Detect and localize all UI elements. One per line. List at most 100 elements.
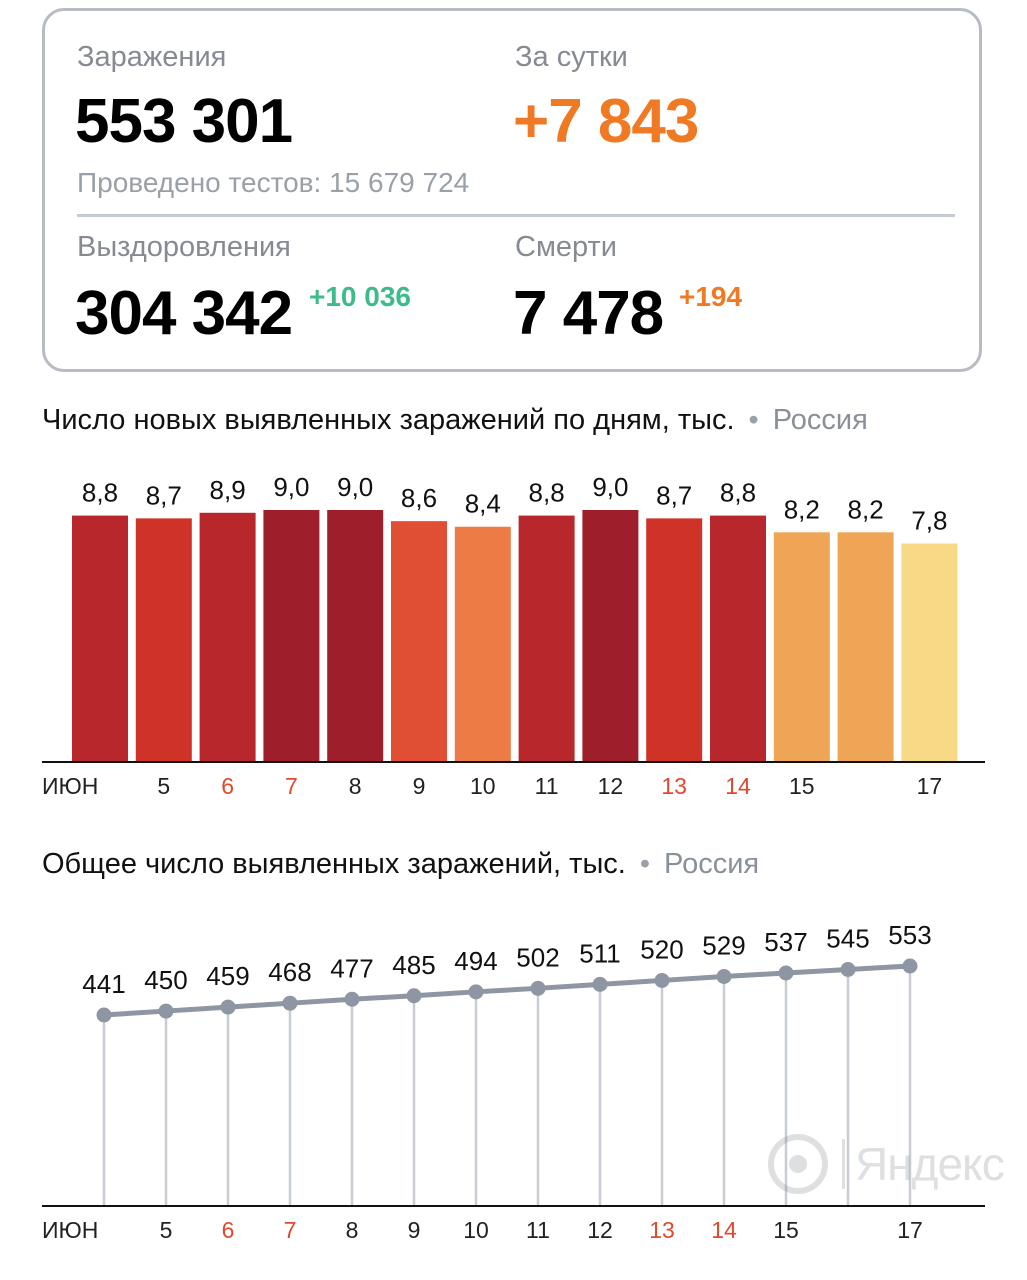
data-point[interactable]	[406, 988, 422, 1004]
data-point[interactable]	[902, 958, 918, 974]
x-tick-label: 12	[598, 773, 624, 799]
bar[interactable]	[901, 543, 958, 761]
bar-value-label: 9,0	[273, 472, 309, 502]
bar[interactable]	[263, 510, 320, 761]
summary-card: Заражения 553 301 За сутки +7 843 Провед…	[42, 8, 982, 372]
x-tick-label: 12	[587, 1217, 613, 1243]
month-tick-label: ИЮН	[42, 1217, 98, 1243]
x-tick-label: 5	[160, 1217, 173, 1243]
point-value-label: 511	[579, 938, 620, 968]
bar-value-label: 9,0	[592, 472, 628, 502]
daily-infections-chart: 8,8 ИЮН 8,7 5 8,9 6 9,0 7 9,0 8 8,6 9 8,4 10 8,8 11 9,0 1…	[42, 472, 985, 799]
bar-value-label: 8,6	[401, 483, 437, 513]
daily-value: +7 843	[513, 87, 699, 156]
infections-label: Заражения	[77, 41, 227, 73]
data-point[interactable]	[592, 976, 608, 992]
data-point[interactable]	[220, 999, 236, 1015]
deaths-value: 7 478	[513, 279, 664, 348]
point-value-label: 529	[702, 931, 745, 961]
data-point[interactable]	[716, 969, 732, 984]
x-tick-label: 6	[222, 1217, 235, 1243]
bullet-dot: •	[639, 848, 651, 880]
x-tick-label: 7	[284, 1217, 297, 1243]
total-chart-title: Общее число выявленных заражений, тыс.	[42, 848, 626, 880]
bar-value-label: 9,0	[337, 472, 373, 502]
point-value-label: 459	[206, 961, 249, 991]
x-tick-label: 8	[346, 1217, 359, 1243]
point-value-label: 441	[82, 969, 125, 999]
bar[interactable]	[72, 515, 128, 761]
x-tick-label: 14	[711, 1217, 737, 1243]
bullet-dot: •	[748, 404, 759, 436]
recovered-value: 304 342	[75, 279, 293, 348]
point-value-label: 520	[640, 934, 683, 964]
x-tick-label: 6	[221, 773, 234, 799]
bar-value-label: 8,2	[848, 494, 884, 524]
bar[interactable]	[773, 532, 830, 761]
daily-label: За сутки	[515, 41, 628, 73]
data-point[interactable]	[158, 1003, 174, 1019]
x-tick-label: 8	[349, 773, 362, 799]
point-value-label: 537	[764, 927, 807, 957]
recovered-label: Выздоровления	[77, 231, 291, 263]
point-value-label: 553	[888, 920, 931, 950]
card-divider	[77, 214, 955, 217]
recovered-delta: +10 036	[309, 281, 411, 312]
data-point[interactable]	[654, 972, 670, 988]
point-value-label: 545	[826, 924, 869, 954]
x-tick-label: 9	[408, 1217, 421, 1243]
bar-value-label: 8,8	[529, 478, 565, 508]
daily-chart-title: Число новых выявленных заражений по дням…	[42, 404, 735, 436]
bar-value-label: 8,7	[146, 480, 182, 510]
x-tick-label: 15	[789, 773, 815, 799]
watermark-text: Яндекс	[855, 1138, 1005, 1190]
data-point[interactable]	[840, 962, 856, 977]
bar[interactable]	[454, 526, 511, 761]
yandex-watermark: Яндекс	[768, 1134, 1005, 1194]
bar[interactable]	[327, 510, 384, 761]
bar[interactable]	[582, 510, 639, 761]
data-point[interactable]	[468, 984, 484, 1000]
bar-value-label: 8,7	[656, 480, 692, 510]
bar[interactable]	[646, 518, 703, 761]
yandex-logo-icon	[768, 1134, 828, 1194]
x-tick-label: 7	[285, 773, 298, 799]
x-tick-label: 13	[649, 1217, 675, 1243]
bar[interactable]	[837, 532, 894, 761]
infections-value: 553 301	[75, 87, 293, 156]
data-point[interactable]	[530, 980, 546, 996]
bar-value-label: 7,8	[911, 505, 947, 535]
bar[interactable]	[391, 521, 447, 761]
total-chart-title-row: Общее число выявленных заражений, тыс. • Р…	[42, 848, 759, 881]
bar-value-label: 8,8	[82, 478, 118, 508]
x-tick-label: 5	[157, 773, 170, 799]
tests-count: Проведено тестов: 15 679 724	[77, 167, 470, 198]
point-value-label: 485	[392, 950, 435, 980]
x-tick-label: 9	[413, 773, 426, 799]
daily-chart-title-row: Число новых выявленных заражений по дням…	[42, 404, 868, 437]
point-value-label: 502	[516, 942, 559, 972]
x-tick-label: 17	[897, 1217, 923, 1243]
bar[interactable]	[199, 512, 256, 761]
bar[interactable]	[135, 518, 192, 761]
point-value-label: 494	[454, 946, 497, 976]
data-point[interactable]	[96, 1007, 112, 1023]
bar-value-label: 8,9	[210, 475, 246, 505]
data-point[interactable]	[344, 991, 360, 1007]
total-chart-region[interactable]: Россия	[664, 848, 760, 880]
series-line	[103, 963, 911, 1018]
month-tick-label: ИЮН	[42, 773, 98, 799]
bar-value-label: 8,4	[465, 489, 501, 519]
x-tick-label: 11	[535, 773, 559, 799]
x-tick-label: 10	[470, 773, 496, 799]
deaths-delta: +194	[679, 281, 743, 312]
watermark-separator	[842, 1139, 845, 1189]
daily-chart-region[interactable]: Россия	[772, 404, 868, 436]
bar-value-label: 8,8	[720, 478, 756, 508]
data-point[interactable]	[778, 965, 794, 981]
data-point[interactable]	[282, 995, 298, 1011]
bar[interactable]	[710, 515, 766, 761]
bar[interactable]	[518, 515, 575, 761]
point-value-label: 468	[268, 957, 311, 987]
deaths-label: Смерти	[515, 231, 617, 263]
